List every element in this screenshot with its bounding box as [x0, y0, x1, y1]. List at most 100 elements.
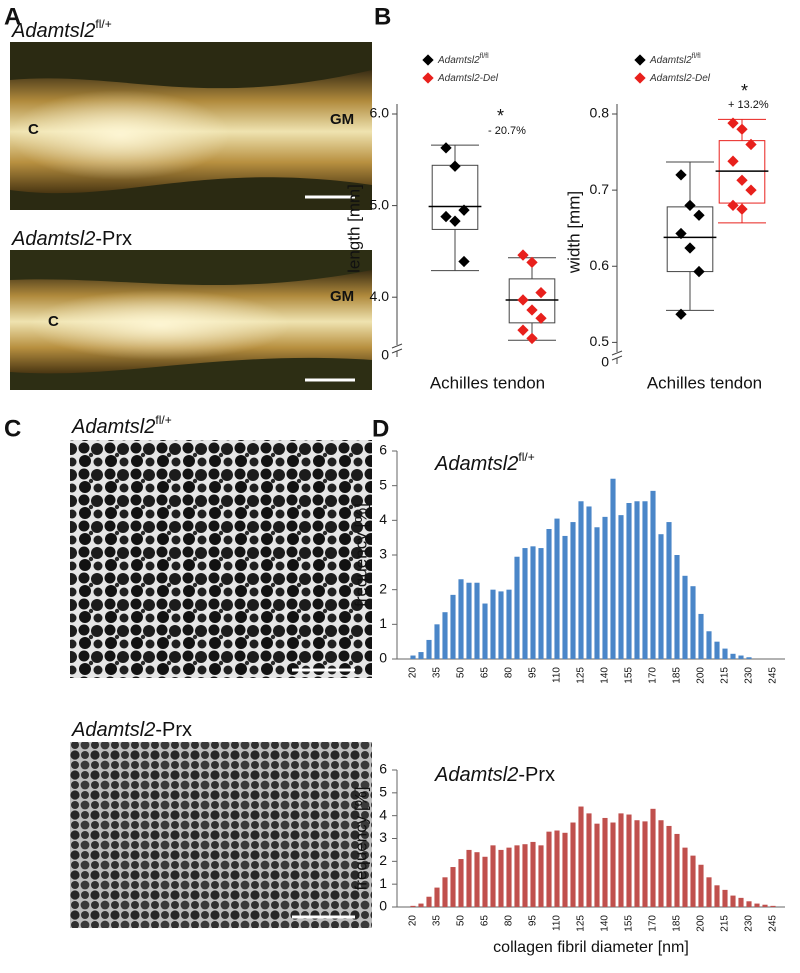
- y-tick-label: 6: [379, 761, 387, 777]
- bar: [618, 813, 624, 907]
- y-tick-label: 4.0: [370, 288, 390, 304]
- legend-sup: fl/fl: [480, 53, 489, 60]
- x-tick-label: 170: [648, 915, 659, 932]
- bar: [634, 501, 640, 659]
- bar: [538, 548, 544, 659]
- x-tick-label: 245: [768, 915, 779, 932]
- box: [718, 140, 766, 204]
- bar: [602, 817, 608, 907]
- x-tick-label: 110: [552, 915, 563, 931]
- bar: [490, 589, 496, 659]
- y-axis-label: frequency [%]: [351, 787, 370, 891]
- bar: [770, 905, 776, 907]
- photo-label: GM: [330, 111, 354, 128]
- data-point: [440, 210, 452, 223]
- x-tick-label: 185: [672, 667, 683, 684]
- bar: [626, 814, 632, 907]
- bar: [554, 518, 560, 659]
- data-point: [458, 204, 470, 216]
- axis-break: [611, 350, 623, 361]
- panel-letter: A: [4, 3, 21, 30]
- legend-label: Adamtsl2fl/fl: [649, 53, 701, 65]
- data-point: [736, 203, 748, 215]
- bar: [506, 847, 512, 907]
- bar: [578, 806, 584, 907]
- x-tick-label: 95: [528, 915, 539, 927]
- x-tick-label: 65: [480, 915, 491, 927]
- legend-marker: [634, 54, 646, 66]
- bar: [570, 522, 576, 659]
- bar: [682, 847, 688, 907]
- data-point: [675, 308, 687, 320]
- bar: [730, 895, 736, 907]
- bar: [650, 808, 656, 907]
- bar: [642, 501, 648, 659]
- panel-letter: B: [374, 3, 391, 30]
- annotation: *: [497, 106, 504, 126]
- bar: [690, 586, 696, 659]
- data-point: [526, 256, 538, 269]
- y-tick-label: 0.5: [590, 333, 610, 349]
- data-point: [684, 199, 696, 212]
- gene-name: Adamtsl2: [71, 719, 155, 741]
- bar: [434, 624, 440, 659]
- bar: [570, 822, 576, 907]
- bar: [586, 813, 592, 907]
- legend-name: Adamtsl2-Del: [437, 73, 499, 84]
- y-tick-label: 1: [379, 875, 387, 891]
- data-point: [517, 249, 529, 261]
- bar: [546, 529, 552, 659]
- bar: [714, 641, 720, 659]
- y-tick-label: 2: [379, 852, 387, 868]
- data-point: [736, 123, 748, 135]
- panel-letter: D: [372, 415, 389, 442]
- y-tick-label: 0.7: [590, 181, 610, 197]
- bar: [426, 639, 432, 659]
- y-tick-label: 0: [381, 347, 389, 363]
- data-point: [727, 199, 739, 212]
- gene-name: Adamtsl2: [11, 228, 95, 250]
- data-point: [745, 184, 757, 196]
- data-point: [526, 332, 538, 345]
- legend-marker: [634, 72, 646, 84]
- y-tick-label: 0.8: [590, 105, 610, 121]
- bar: [698, 864, 704, 907]
- bar: [722, 648, 728, 659]
- bar: [498, 849, 504, 907]
- bar: [682, 575, 688, 659]
- bar: [650, 490, 656, 659]
- x-tick-label: 20: [408, 915, 419, 927]
- bar: [530, 841, 536, 907]
- data-point: [517, 324, 529, 336]
- bar: [610, 822, 616, 907]
- annotation: *: [741, 81, 748, 101]
- photo-label: GM: [330, 288, 354, 305]
- y-axis-label: length [mm]: [344, 184, 363, 273]
- bar: [450, 867, 456, 907]
- y-tick-label: 0.6: [590, 257, 610, 273]
- bar: [610, 478, 616, 659]
- x-tick-label: 65: [480, 667, 491, 679]
- x-tick-label: 35: [432, 915, 443, 927]
- bar: [674, 833, 680, 907]
- annotation: + 13.2%: [728, 99, 769, 111]
- bar: [498, 591, 504, 659]
- data-point: [526, 304, 538, 316]
- micrograph-title: Adamtsl2-Prx: [71, 719, 192, 741]
- bar: [442, 612, 448, 659]
- x-tick-label: 230: [744, 667, 755, 684]
- x-axis-label: Achilles tendon: [430, 373, 545, 392]
- bar: [562, 832, 568, 907]
- bar: [658, 820, 664, 907]
- annotation: - 20.7%: [488, 125, 526, 137]
- y-tick-label: 5: [379, 784, 387, 800]
- box: [666, 206, 714, 273]
- bar: [514, 845, 520, 907]
- y-tick-label: 5.0: [370, 196, 390, 212]
- bar: [730, 653, 736, 659]
- x-tick-label: 50: [456, 915, 467, 927]
- data-point: [736, 174, 748, 186]
- x-tick-label: 125: [576, 915, 587, 932]
- bar: [490, 845, 496, 907]
- bar: [722, 889, 728, 907]
